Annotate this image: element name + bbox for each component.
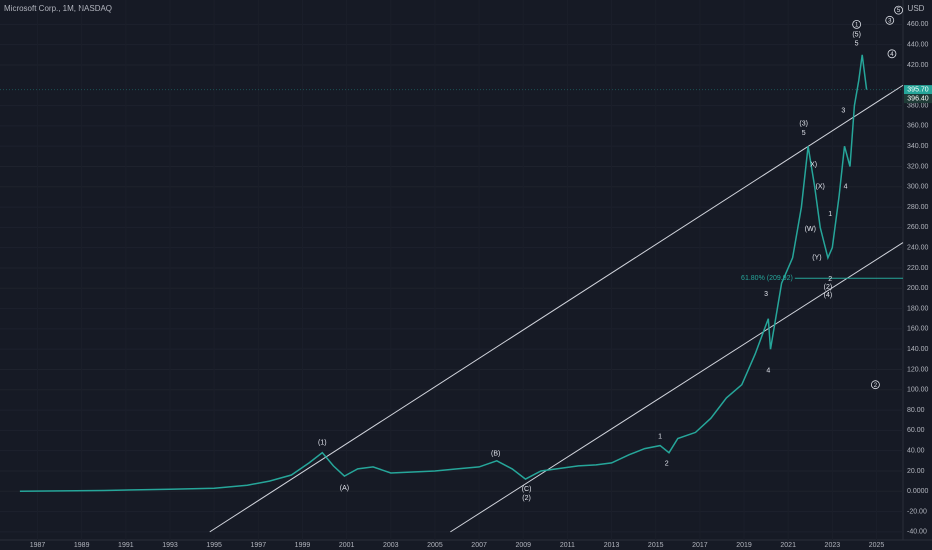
wave-label: 2 <box>665 461 669 468</box>
wave-label: 4 <box>844 184 848 191</box>
wave-circle <box>871 380 880 390</box>
y-tick-label: -20.00 <box>907 508 927 515</box>
y-tick-label: 360.00 <box>907 123 929 130</box>
y-tick-label: 340.00 <box>907 143 929 150</box>
y-tick-label: 100.00 <box>907 387 929 394</box>
price-tag-label: 396.40 <box>907 95 929 102</box>
y-tick-label: 120.00 <box>907 366 929 373</box>
x-tick-label: 2005 <box>427 542 443 549</box>
y-tick-label: 0.0000 <box>907 488 929 495</box>
y-tick-label: 380.00 <box>907 102 929 109</box>
wave-circle <box>887 49 897 59</box>
x-tick-label: 2015 <box>648 542 664 549</box>
y-tick-label: 200.00 <box>907 285 929 292</box>
wave-label: (B) <box>491 451 500 458</box>
wave-label: 1 <box>855 22 859 28</box>
wave-circle <box>885 15 895 25</box>
x-tick-label: 1997 <box>251 542 267 549</box>
trendline <box>209 84 904 533</box>
y-tick-label: 420.00 <box>907 62 929 69</box>
x-tick-label: 1995 <box>206 542 222 549</box>
y-tick-label: 60.00 <box>907 427 925 434</box>
wave-label: (3) <box>799 121 808 128</box>
wave-label: 2 <box>828 276 832 283</box>
wave-label: 4 <box>890 52 894 58</box>
y-tick-label: 280.00 <box>907 204 929 211</box>
wave-label: 3 <box>764 291 768 298</box>
chart-title: Microsoft Corp., 1M, NASDAQ <box>4 4 112 13</box>
y-tick-label: 40.00 <box>907 448 925 455</box>
wave-label: (C) <box>522 486 532 493</box>
wave-label: (2) <box>824 284 833 291</box>
x-tick-label: 1999 <box>295 542 311 549</box>
wave-label: 4 <box>766 367 770 374</box>
wave-label: (4) <box>824 292 833 299</box>
x-tick-label: 2013 <box>604 542 620 549</box>
y-tick-label: 320.00 <box>907 163 929 170</box>
wave-label: (A) <box>340 485 349 492</box>
x-tick-label: 2011 <box>560 542 575 549</box>
x-tick-label: 2021 <box>780 542 796 549</box>
y-tick-label: 160.00 <box>907 326 929 333</box>
wave-label: (1) <box>318 439 327 446</box>
y-tick-label: 240.00 <box>907 245 929 252</box>
x-tick-label: 2017 <box>692 542 708 549</box>
price-line-series <box>19 54 868 492</box>
x-tick-label: 1991 <box>118 542 134 549</box>
wave-label: 5 <box>897 8 901 14</box>
x-tick-label: 1993 <box>162 542 178 549</box>
wave-label: 1 <box>658 433 662 440</box>
wave-label: (2) <box>522 495 531 502</box>
wave-label: 1 <box>828 211 832 218</box>
wave-label: X) <box>810 161 817 168</box>
x-tick-label: 2019 <box>736 542 752 549</box>
y-tick-label: -40.00 <box>907 529 927 536</box>
y-tick-label: 180.00 <box>907 305 929 312</box>
wave-label: 3 <box>841 107 845 114</box>
wave-label: 3 <box>888 18 892 24</box>
x-tick-label: 2023 <box>825 542 841 549</box>
x-tick-label: 1989 <box>74 542 90 549</box>
y-tick-label: 440.00 <box>907 42 929 49</box>
price-tag <box>904 85 932 95</box>
x-tick-label: 2025 <box>869 542 885 549</box>
wave-label: (5) <box>852 31 861 38</box>
wave-label: 5 <box>802 130 806 137</box>
currency: USD <box>908 4 925 13</box>
y-tick-label: 20.00 <box>907 468 925 475</box>
y-tick-label: 460.00 <box>907 21 929 28</box>
wave-label: 2 <box>874 383 878 389</box>
y-tick-label: 140.00 <box>907 346 929 353</box>
wave-label: (Y) <box>812 255 821 262</box>
wave-circle <box>852 19 862 29</box>
wave-label: (X) <box>816 184 825 191</box>
x-tick-label: 1987 <box>30 542 46 549</box>
x-tick-label: 2001 <box>339 542 355 549</box>
trendline <box>450 242 904 533</box>
y-tick-label: 300.00 <box>907 184 929 191</box>
wave-label: (W) <box>805 226 816 233</box>
price-tag <box>904 94 932 104</box>
x-tick-label: 2003 <box>383 542 399 549</box>
price-tag-label: 395.70 <box>907 86 929 93</box>
y-tick-label: 80.00 <box>907 407 925 414</box>
fib-label: 61.80% (209.92) <box>741 275 793 282</box>
y-tick-label: 220.00 <box>907 265 929 272</box>
x-tick-label: 2007 <box>471 542 487 549</box>
y-tick-label: 260.00 <box>907 224 929 231</box>
x-tick-label: 2009 <box>515 542 531 549</box>
wave-circle <box>894 5 903 15</box>
wave-label: 5 <box>855 40 859 47</box>
